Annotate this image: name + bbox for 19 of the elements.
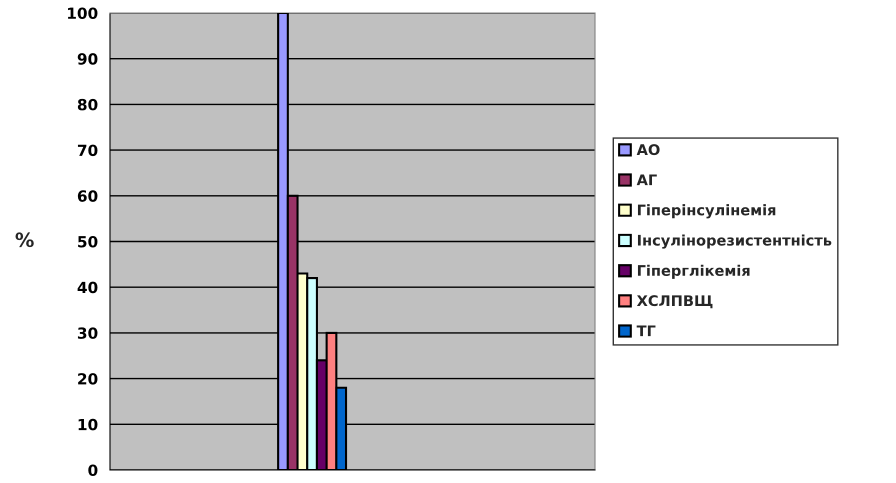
y-tick-label: 60: [78, 190, 98, 202]
y-tick-label: 30: [78, 327, 98, 339]
y-tick-label: 80: [78, 98, 98, 110]
y-axis-title: %: [16, 232, 34, 248]
y-tick-label: 20: [78, 373, 98, 385]
legend-label: Гіперглікемія: [638, 264, 750, 279]
legend-label: Гіперінсулінемія: [638, 204, 776, 218]
legend-label: АГ: [636, 174, 657, 186]
y-tick-label: 100: [68, 7, 98, 20]
y-tick-label: 90: [78, 53, 98, 65]
y-tick-label: 10: [78, 418, 98, 430]
legend-label: ТГ: [636, 325, 656, 336]
y-tick-label: 40: [78, 282, 98, 294]
y-tick-label: 50: [78, 236, 98, 248]
legend-label: Інсулінорезистентність: [638, 234, 832, 249]
y-tick-label: 0: [88, 464, 98, 476]
legend-label: АО: [636, 144, 660, 156]
legend-label: ХСЛПВЩ: [636, 295, 712, 308]
y-tick-label: 70: [78, 144, 98, 156]
